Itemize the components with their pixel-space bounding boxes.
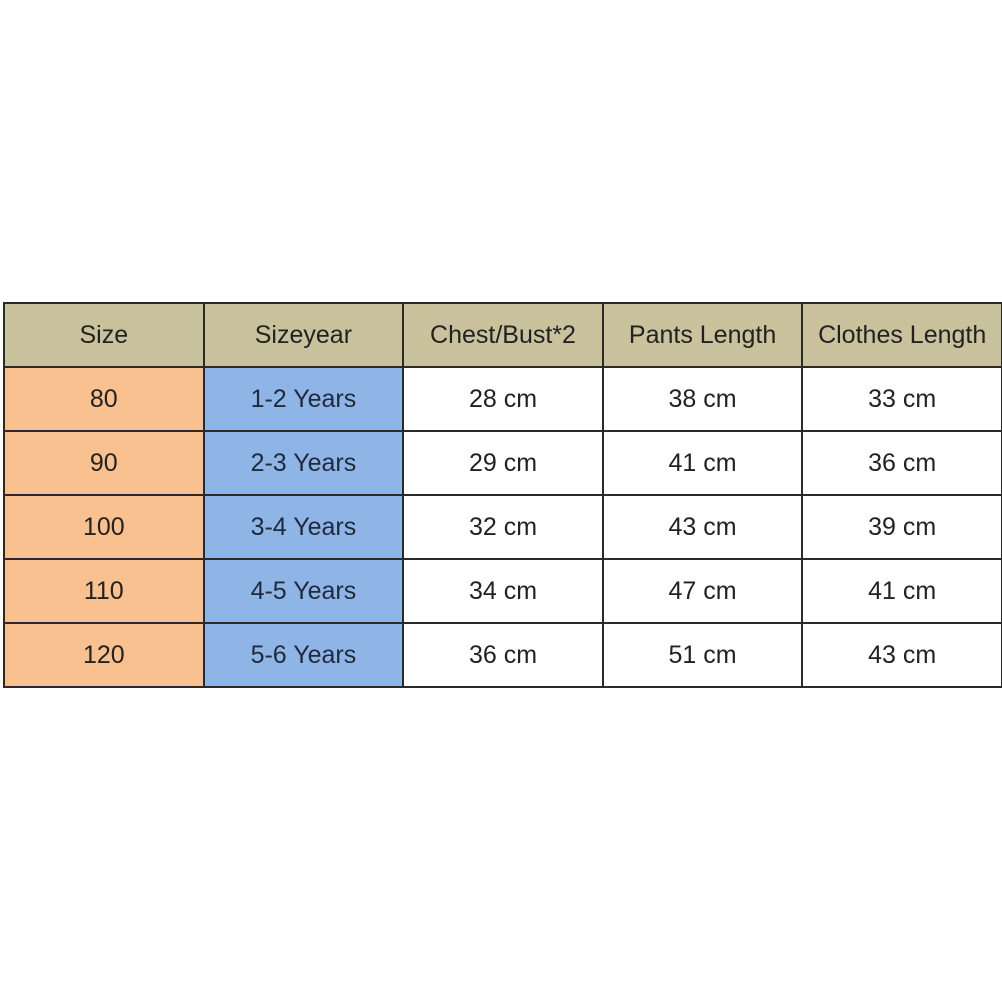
header-size: Size [3, 302, 205, 368]
cell-size: 100 [3, 494, 205, 560]
cell-sizeyear: 1-2 Years [202, 366, 405, 432]
cell-chest-bust: 36 cm [402, 622, 604, 688]
cell-clothes-length: 33 cm [801, 366, 1002, 432]
table-row: 90 2-3 Years 29 cm 41 cm 36 cm [3, 430, 1002, 496]
cell-sizeyear: 3-4 Years [202, 494, 405, 560]
cell-pants-length: 41 cm [601, 430, 804, 496]
cell-chest-bust: 29 cm [402, 430, 604, 496]
cell-chest-bust: 28 cm [402, 366, 604, 432]
cell-sizeyear: 5-6 Years [202, 622, 405, 688]
header-sizeyear: Sizeyear [202, 302, 405, 368]
header-clothes-length: Clothes Length [801, 302, 1002, 368]
cell-clothes-length: 36 cm [801, 430, 1002, 496]
cell-pants-length: 51 cm [601, 622, 804, 688]
cell-pants-length: 47 cm [601, 558, 804, 624]
cell-pants-length: 43 cm [601, 494, 804, 560]
cell-clothes-length: 39 cm [801, 494, 1002, 560]
cell-chest-bust: 34 cm [402, 558, 604, 624]
size-chart-table: Size Sizeyear Chest/Bust*2 Pants Length Clot… [3, 302, 1002, 688]
table-row: 120 5-6 Years 36 cm 51 cm 43 cm [3, 622, 1002, 688]
cell-size: 110 [3, 558, 205, 624]
table-row: 110 4-5 Years 34 cm 47 cm 41 cm [3, 558, 1002, 624]
cell-size: 120 [3, 622, 205, 688]
cell-size: 80 [3, 366, 205, 432]
cell-clothes-length: 43 cm [801, 622, 1002, 688]
header-pants-length: Pants Length [601, 302, 804, 368]
cell-clothes-length: 41 cm [801, 558, 1002, 624]
cell-pants-length: 38 cm [601, 366, 804, 432]
table-row: 100 3-4 Years 32 cm 43 cm 39 cm [3, 494, 1002, 560]
header-chest-bust: Chest/Bust*2 [402, 302, 604, 368]
cell-sizeyear: 4-5 Years [202, 558, 405, 624]
table-row: 80 1-2 Years 28 cm 38 cm 33 cm [3, 366, 1002, 432]
cell-chest-bust: 32 cm [402, 494, 604, 560]
cell-sizeyear: 2-3 Years [202, 430, 405, 496]
header-row: Size Sizeyear Chest/Bust*2 Pants Length Clot… [3, 302, 1002, 368]
cell-size: 90 [3, 430, 205, 496]
